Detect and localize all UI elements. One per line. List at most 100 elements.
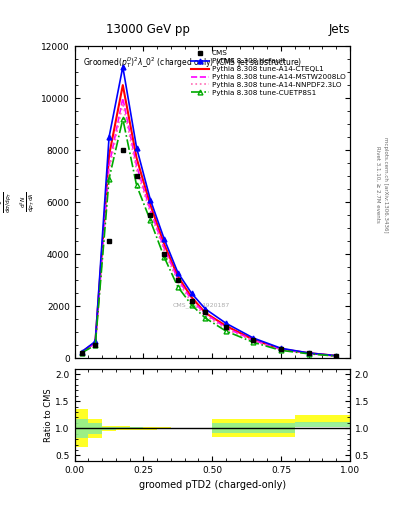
- Pythia 8.308 tune-A14-NNPDF2.3LO: [279, 347, 283, 353]
- Pythia 8.308 tune-A14-NNPDF2.3LO: [79, 350, 84, 356]
- Pythia 8.308 tune-A14-MSTW2008LO: [189, 297, 194, 303]
- Text: Groomed$(p_T^D)^2\lambda\_0^2$ (charged only) (CMS jet substructure): Groomed$(p_T^D)^2\lambda\_0^2$ (charged …: [83, 55, 302, 70]
- Pythia 8.308 tune-A14-NNPDF2.3LO: [148, 209, 153, 216]
- Pythia 8.308 tune-A14-NNPDF2.3LO: [306, 350, 311, 356]
- Line: Pythia 8.308 tune-CUETP8S1: Pythia 8.308 tune-CUETP8S1: [79, 117, 338, 358]
- CMS: [224, 324, 228, 330]
- Pythia 8.308 tune-A14-NNPDF2.3LO: [251, 338, 256, 344]
- Pythia 8.308 tune-A14-MSTW2008LO: [107, 163, 112, 169]
- Pythia 8.308 default: [162, 236, 167, 242]
- CMS: [176, 278, 180, 284]
- CMS: [203, 308, 208, 314]
- Pythia 8.308 default: [176, 269, 180, 275]
- Pythia 8.308 tune-A14-CTEQL1: [120, 82, 125, 88]
- Pythia 8.308 tune-A14-CTEQL1: [93, 339, 98, 345]
- Pythia 8.308 tune-CUETP8S1: [224, 328, 228, 334]
- Pythia 8.308 tune-A14-NNPDF2.3LO: [162, 247, 167, 253]
- CMS: [162, 251, 167, 258]
- Pythia 8.308 tune-A14-MSTW2008LO: [79, 349, 84, 355]
- CMS: [251, 337, 256, 343]
- Pythia 8.308 default: [306, 350, 311, 356]
- Pythia 8.308 tune-A14-CTEQL1: [79, 349, 84, 355]
- Pythia 8.308 default: [279, 345, 283, 351]
- Y-axis label: Ratio to CMS: Ratio to CMS: [44, 388, 53, 441]
- Pythia 8.308 default: [334, 353, 338, 359]
- Line: Pythia 8.308 tune-A14-MSTW2008LO: Pythia 8.308 tune-A14-MSTW2008LO: [82, 98, 336, 356]
- Pythia 8.308 default: [134, 144, 139, 151]
- Pythia 8.308 tune-A14-NNPDF2.3LO: [120, 100, 125, 106]
- Text: Rivet 3.1.10, ≥ 2.7M events: Rivet 3.1.10, ≥ 2.7M events: [376, 146, 380, 223]
- Pythia 8.308 tune-CUETP8S1: [162, 254, 167, 260]
- Pythia 8.308 tune-A14-NNPDF2.3LO: [134, 166, 139, 173]
- Pythia 8.308 tune-A14-CTEQL1: [162, 241, 167, 247]
- Pythia 8.308 default: [79, 349, 84, 355]
- Pythia 8.308 tune-CUETP8S1: [176, 284, 180, 290]
- Pythia 8.308 tune-A14-CTEQL1: [176, 273, 180, 280]
- Text: Jets: Jets: [328, 23, 350, 36]
- Pythia 8.308 tune-A14-NNPDF2.3LO: [224, 326, 228, 332]
- Pythia 8.308 tune-A14-MSTW2008LO: [224, 325, 228, 331]
- Pythia 8.308 tune-A14-CTEQL1: [334, 353, 338, 359]
- Pythia 8.308 tune-CUETP8S1: [79, 350, 84, 356]
- CMS: [279, 346, 283, 352]
- Pythia 8.308 tune-A14-MSTW2008LO: [134, 163, 139, 169]
- Pythia 8.308 tune-A14-NNPDF2.3LO: [93, 341, 98, 347]
- Pythia 8.308 tune-CUETP8S1: [203, 315, 208, 321]
- Pythia 8.308 tune-CUETP8S1: [306, 351, 311, 357]
- Pythia 8.308 tune-A14-MSTW2008LO: [93, 340, 98, 347]
- Pythia 8.308 tune-A14-MSTW2008LO: [334, 353, 338, 359]
- Pythia 8.308 tune-CUETP8S1: [107, 176, 112, 182]
- Line: Pythia 8.308 tune-A14-CTEQL1: Pythia 8.308 tune-A14-CTEQL1: [82, 85, 336, 356]
- Pythia 8.308 tune-A14-NNPDF2.3LO: [203, 312, 208, 318]
- Pythia 8.308 tune-A14-CTEQL1: [251, 336, 256, 343]
- Pythia 8.308 tune-A14-CTEQL1: [134, 155, 139, 161]
- Pythia 8.308 tune-CUETP8S1: [189, 302, 194, 308]
- CMS: [120, 147, 125, 153]
- Pythia 8.308 tune-A14-MSTW2008LO: [176, 276, 180, 282]
- CMS: [148, 212, 153, 218]
- Pythia 8.308 tune-A14-MSTW2008LO: [279, 346, 283, 352]
- Pythia 8.308 tune-A14-MSTW2008LO: [162, 245, 167, 251]
- Pythia 8.308 tune-A14-NNPDF2.3LO: [334, 353, 338, 359]
- Pythia 8.308 tune-A14-NNPDF2.3LO: [189, 300, 194, 306]
- Pythia 8.308 default: [189, 290, 194, 296]
- Pythia 8.308 default: [224, 320, 228, 326]
- Pythia 8.308 tune-A14-CTEQL1: [306, 350, 311, 356]
- Pythia 8.308 default: [203, 306, 208, 312]
- Line: Pythia 8.308 tune-A14-NNPDF2.3LO: Pythia 8.308 tune-A14-NNPDF2.3LO: [82, 103, 336, 356]
- Pythia 8.308 tune-A14-CTEQL1: [203, 310, 208, 316]
- Pythia 8.308 tune-CUETP8S1: [334, 353, 338, 359]
- Y-axis label: $\frac{1}{\mathrm{d}\sigma/\mathrm{d}p_T}$
$\frac{\mathrm{d}^2N}{\mathrm{d}p_T\,: $\frac{1}{\mathrm{d}\sigma/\mathrm{d}p_T…: [0, 191, 37, 213]
- Pythia 8.308 tune-A14-CTEQL1: [107, 153, 112, 159]
- Text: CMS_2SJ_4920187: CMS_2SJ_4920187: [173, 303, 230, 308]
- Pythia 8.308 tune-A14-MSTW2008LO: [306, 350, 311, 356]
- Pythia 8.308 tune-A14-MSTW2008LO: [120, 95, 125, 101]
- CMS: [107, 238, 112, 244]
- CMS: [93, 343, 98, 349]
- Pythia 8.308 tune-CUETP8S1: [134, 182, 139, 188]
- Pythia 8.308 tune-CUETP8S1: [120, 116, 125, 122]
- Text: mcplots.cern.ch [arXiv:1306.3436]: mcplots.cern.ch [arXiv:1306.3436]: [383, 137, 387, 232]
- Pythia 8.308 tune-CUETP8S1: [251, 339, 256, 346]
- Pythia 8.308 default: [251, 335, 256, 341]
- Pythia 8.308 tune-CUETP8S1: [148, 218, 153, 224]
- Pythia 8.308 tune-A14-MSTW2008LO: [251, 337, 256, 344]
- Pythia 8.308 tune-A14-CTEQL1: [279, 346, 283, 352]
- CMS: [134, 173, 139, 179]
- Legend: CMS, Pythia 8.308 default, Pythia 8.308 tune-A14-CTEQL1, Pythia 8.308 tune-A14-M: CMS, Pythia 8.308 default, Pythia 8.308 …: [188, 48, 348, 99]
- Pythia 8.308 default: [107, 134, 112, 140]
- Pythia 8.308 tune-CUETP8S1: [279, 347, 283, 353]
- Line: CMS: CMS: [79, 148, 338, 358]
- CMS: [306, 350, 311, 356]
- CMS: [189, 298, 194, 304]
- Pythia 8.308 tune-A14-CTEQL1: [224, 323, 228, 329]
- CMS: [334, 353, 338, 359]
- Pythia 8.308 tune-A14-CTEQL1: [148, 202, 153, 208]
- X-axis label: groomed pTD2 (charged-only): groomed pTD2 (charged-only): [139, 480, 286, 490]
- Pythia 8.308 tune-A14-MSTW2008LO: [148, 207, 153, 213]
- Pythia 8.308 tune-A14-NNPDF2.3LO: [107, 168, 112, 174]
- Pythia 8.308 default: [148, 197, 153, 203]
- Pythia 8.308 tune-CUETP8S1: [93, 342, 98, 348]
- Pythia 8.308 tune-A14-NNPDF2.3LO: [176, 279, 180, 285]
- Pythia 8.308 default: [120, 64, 125, 70]
